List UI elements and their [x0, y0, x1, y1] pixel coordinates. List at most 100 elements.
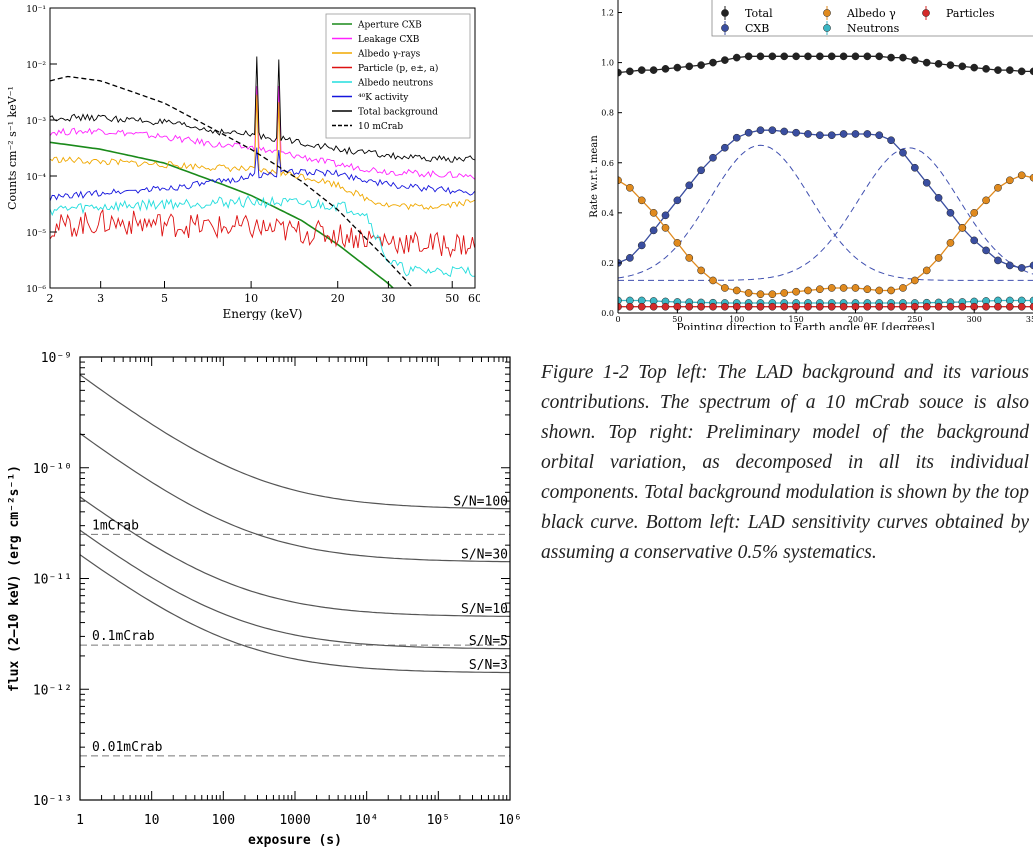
- series-point-albedo-110: [744, 289, 753, 297]
- series-point-cxb-150: [792, 128, 800, 137]
- legend-label-particles: Particles: [946, 7, 995, 20]
- series-point-cxb-130: [768, 126, 777, 135]
- series-point-total-100: [732, 53, 741, 62]
- spectrum-chart-svg: 2 3 5 10 20 30 50 60 10⁻⁶ 10⁻⁵ 10⁻⁴ 10⁻³ 10⁻² 10⁻¹ Ene…: [6, 5, 482, 321]
- series-point-neutrons-350: [1029, 296, 1033, 305]
- x-tick-label-10: 10⁶: [498, 813, 521, 828]
- legend-label-albedo: Albedo γ: [846, 7, 896, 20]
- curve-label-s-n-10: S/N=10: [461, 602, 508, 617]
- series-point-cxb-270: [934, 193, 943, 202]
- x-tick-label-10: 10⁵: [427, 813, 450, 828]
- series-point-particles-70: [697, 302, 705, 311]
- x-axis-label: Energy (keV): [222, 307, 302, 320]
- y-tick-label-0-6: 0.6: [601, 159, 614, 168]
- series-point-particles-290: [958, 302, 967, 311]
- series-point-particles-110: [744, 302, 753, 311]
- series-line-k-activity: [50, 147, 475, 202]
- x-axis-label: Pointing direction to Earth angle θE [de…: [676, 321, 934, 330]
- series-point-total-190: [839, 52, 848, 61]
- legend-label-k-activity: ⁴⁰K activity: [358, 93, 409, 103]
- series-point-particles-30: [649, 302, 658, 311]
- y-tick-label-0: 10⁻¹³: [33, 794, 72, 809]
- legend: Aperture CXB Leakage CXB Albedo γ-rays Part…: [325, 13, 471, 139]
- series-point-albedo-40: [661, 224, 670, 232]
- series-point-particles-160: [804, 302, 812, 311]
- series-point-cxb-120: [756, 126, 765, 135]
- curve-s-n-10: [80, 496, 510, 617]
- series-point-particles-230: [887, 302, 895, 311]
- spectrum-chart: 2 3 5 10 20 30 50 60 10⁻⁶ 10⁻⁵ 10⁻⁴ 10⁻³ 10⁻² 10⁻¹ Ene…: [0, 0, 482, 321]
- series-point-albedo-310: [982, 196, 990, 205]
- series-point-particles-350: [1029, 302, 1033, 311]
- series-point-cxb-20: [637, 241, 646, 250]
- curve-s-n-3: [80, 554, 510, 674]
- y-tick-label-1-2: 1.2: [601, 9, 614, 18]
- series-line-aperture-cxb: [50, 141, 395, 288]
- series-point-total-290: [958, 62, 967, 71]
- x-tick-label-300: 300: [967, 315, 982, 324]
- x-tick-label-10: 10: [144, 813, 160, 828]
- curve-label-s-n-3: S/N=3: [469, 658, 508, 673]
- series-point-particles-120: [756, 302, 765, 311]
- series-point-particles-60: [685, 302, 694, 311]
- orbital-variation-chart: 0 50 100 150 200 250 300 350 0.0 0.2 0.4 0.6 0.8 1.0 1…: [540, 0, 1033, 334]
- legend-label-neutrons: Neutrons: [847, 22, 900, 35]
- legend-swatch-total: [721, 9, 729, 17]
- series-point-total-340: [1017, 67, 1026, 76]
- legend-label-total-background: Total background: [358, 108, 438, 118]
- legend-box: [325, 13, 471, 139]
- series-point-albedo-340: [1017, 171, 1026, 180]
- y-axis-label: flux (2–10 keV) (erg cm⁻²s⁻¹): [7, 465, 22, 692]
- series-point-particles-190: [839, 302, 848, 311]
- series-point-cxb-80: [709, 153, 717, 162]
- x-tick-label-30: 30: [381, 292, 395, 305]
- series-point-total-170: [816, 52, 824, 61]
- series-point-total-160: [804, 52, 812, 61]
- y-tick-label-1-0: 1.0: [601, 59, 614, 68]
- series-point-albedo-270: [934, 254, 943, 262]
- series-point-cxb-40: [661, 211, 670, 220]
- sensitivity-chart: 1mCrab 0.1mCrab 0.01mCrab S/N=100 S/N=30 S/N=…: [0, 345, 530, 848]
- series-point-particles-40: [661, 302, 670, 311]
- x-tick-label-250: 250: [907, 315, 922, 324]
- series-point-particles-260: [922, 302, 931, 311]
- y-tick-label-3: 10⁻³: [26, 117, 46, 127]
- series-point-total-330: [1005, 66, 1014, 74]
- x-tick-label-1000: 1000: [279, 813, 310, 828]
- series-line-particle-p-e-a: [50, 208, 475, 259]
- legend-swatch-neutrons: [823, 24, 831, 32]
- series-point-cxb-280: [946, 208, 955, 217]
- series-point-total-280: [946, 61, 955, 69]
- sensitivity-chart-svg: 1mCrab 0.1mCrab 0.01mCrab S/N=100 S/N=30 S/N=…: [7, 351, 522, 848]
- series-point-total-320: [994, 66, 1002, 74]
- series-point-albedo-30: [649, 208, 658, 217]
- series-point-total-250: [910, 56, 919, 64]
- x-tick-label-200: 200: [848, 315, 863, 324]
- series-line-albedo-rays: [50, 94, 475, 211]
- series-point-particles-180: [827, 302, 836, 311]
- y-tick-label-4: 10⁻⁹: [41, 351, 72, 366]
- series-point-cxb-300: [970, 236, 979, 245]
- legend-label-albedo-rays: Albedo γ-rays: [357, 50, 421, 60]
- y-tick-label-2: 10⁻⁴: [26, 173, 46, 183]
- series-point-total-310: [982, 65, 990, 73]
- x-tick-label-100: 100: [212, 813, 235, 828]
- series-point-albedo-80: [709, 276, 717, 285]
- series-point-albedo-150: [792, 287, 800, 296]
- series-point-particles-170: [816, 302, 824, 311]
- series-point-total-10: [626, 67, 634, 76]
- legend-label-10-mcrab: 10 mCrab: [358, 122, 403, 132]
- plot-area: [618, 52, 1033, 311]
- series-point-particles-90: [721, 302, 729, 311]
- series-point-albedo-240: [899, 284, 907, 292]
- series-point-albedo-20: [637, 196, 646, 205]
- series-point-total-20: [637, 66, 646, 74]
- series-line-10-mcrab: [50, 75, 414, 288]
- y-tick-label-5: 10⁻¹: [26, 5, 46, 15]
- series-point-albedo-350: [1029, 173, 1033, 182]
- series-point-total-200: [851, 52, 860, 61]
- series-point-total-230: [887, 53, 895, 62]
- series-point-cxb-350: [1029, 261, 1033, 270]
- series-point-total-110: [744, 52, 753, 61]
- series-point-cxb-310: [982, 246, 990, 255]
